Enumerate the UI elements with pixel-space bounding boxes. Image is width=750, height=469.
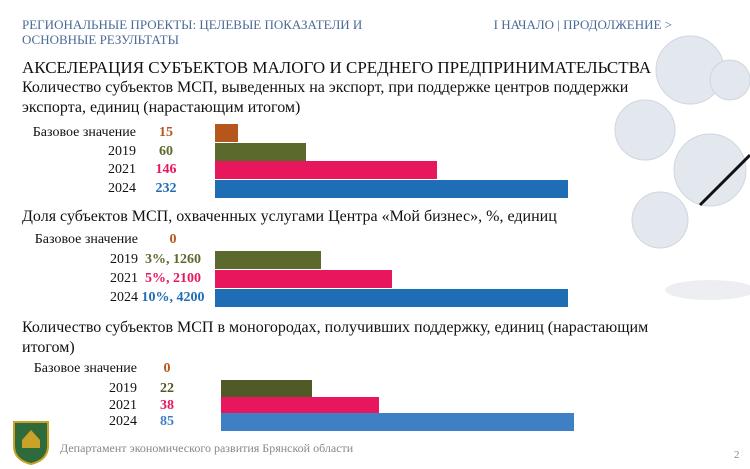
value-label: 232 [155, 181, 177, 196]
chart-title: Количество субъектов МСП, выведенных на … [22, 79, 629, 116]
category-label: 2021 [108, 162, 136, 177]
category-label: Базовое значение [34, 232, 138, 247]
category-label: 2024 [109, 414, 137, 429]
bar [215, 289, 568, 307]
bar [215, 161, 438, 179]
value-label: 10%, 4200 [141, 290, 205, 305]
bar [221, 413, 574, 431]
footer-text: Департамент экономического развития Брян… [60, 441, 354, 455]
bar [215, 270, 392, 288]
category-label: 2024 [108, 181, 136, 196]
value-label: 5%, 2100 [145, 271, 201, 286]
bar [215, 124, 238, 142]
coat-of-arms [13, 421, 49, 466]
value-label: 85 [160, 414, 174, 429]
chart-title: Доля субъектов МСП, охваченных услугами … [22, 208, 557, 225]
category-label: Базовое значение [33, 361, 137, 376]
category-label: 2021 [110, 271, 138, 286]
heading: АКСЕЛЕРАЦИЯ СУБЪЕКТОВ МАЛОГО И СРЕДНЕГО … [22, 58, 652, 77]
page-number: 2 [734, 449, 740, 461]
value-label: 3%, 1260 [145, 252, 201, 267]
category-label: 2019 [110, 252, 138, 267]
value-label: 15 [159, 125, 173, 140]
value-label: 60 [159, 144, 173, 159]
bar [215, 180, 568, 198]
category-label: 2019 [108, 144, 136, 159]
bar [215, 143, 307, 161]
bar [215, 251, 321, 269]
value-label: 38 [160, 398, 174, 413]
gear-decoration [614, 35, 750, 300]
value-label: 0 [163, 361, 171, 376]
category-label: 2019 [109, 381, 137, 396]
category-label: Базовое значение [32, 125, 136, 140]
nav-links[interactable]: I НАЧАЛО | ПРОДОЛЖЕНИЕ > [493, 17, 672, 32]
value-label: 0 [169, 232, 177, 247]
bar [221, 397, 379, 415]
bar [221, 380, 313, 398]
header-title: РЕГИОНАЛЬНЫЕ ПРОЕКТЫ: ЦЕЛЕВЫЕ ПОКАЗАТЕЛИ… [22, 17, 363, 47]
category-label: 2021 [109, 398, 137, 413]
category-label: 2024 [110, 290, 138, 305]
value-label: 22 [160, 381, 174, 396]
value-label: 146 [155, 162, 177, 177]
chart-title: Количество субъектов МСП в моногородах, … [22, 319, 649, 356]
